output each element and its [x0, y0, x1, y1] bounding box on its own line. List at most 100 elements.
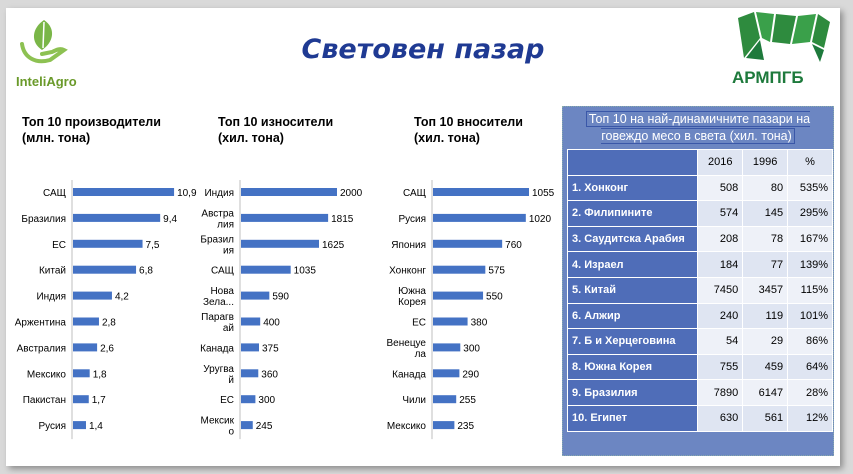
data-label: 300 [258, 395, 275, 406]
row-name: 6. Алжир [566, 302, 699, 330]
leaf-hand-icon [20, 20, 68, 64]
row-name: 7. Б и Херцеговина [566, 328, 699, 355]
data-label: 235 [457, 421, 474, 432]
category-label: Пакистан [23, 395, 66, 406]
bar [433, 291, 484, 300]
col-header: % [787, 149, 833, 176]
data-label: 7,5 [146, 240, 160, 251]
bar [241, 291, 270, 300]
bar [241, 369, 259, 378]
category-label: Австралия [17, 343, 66, 354]
bar [241, 317, 261, 326]
table-row: 9. Бразилия 7890 6147 28% [566, 379, 833, 406]
data-label: 1055 [532, 188, 555, 199]
data-label: 9,4 [163, 214, 177, 225]
table-row: 10. Египет 630 561 12% [566, 404, 833, 432]
data-label: 1815 [331, 214, 354, 225]
category-label: Русия [398, 214, 426, 225]
armpgb-text: АРМПГБ [732, 68, 804, 87]
category-label: Индия [36, 292, 66, 303]
cell-2016: 54 [697, 328, 744, 355]
cell-2016: 755 [697, 353, 744, 381]
data-label: 2000 [340, 188, 363, 199]
data-label: 4,2 [115, 292, 129, 303]
bar [433, 213, 526, 222]
cell-2016: 630 [697, 404, 744, 432]
cell-2016: 208 [697, 225, 744, 253]
bar [73, 369, 90, 378]
category-label: Нова Зела... [203, 286, 234, 308]
table-row: 7. Б и Херцеговина 54 29 86% [566, 328, 833, 355]
category-label: Канада [392, 369, 426, 380]
bar [241, 421, 253, 430]
cell-2016: 7890 [697, 379, 744, 406]
bar [433, 317, 468, 326]
bar [241, 343, 259, 352]
category-label: Венецуе ла [387, 338, 427, 360]
data-label: 1625 [322, 240, 345, 251]
data-label: 590 [272, 292, 289, 303]
category-label: Русия [38, 421, 66, 432]
page-title: Световен пазар [301, 34, 545, 65]
bar [241, 239, 319, 248]
cell-1996: 459 [742, 353, 789, 381]
data-label: 575 [488, 266, 505, 277]
category-label: Чили [402, 395, 426, 406]
data-label: 6,8 [139, 266, 153, 277]
data-label: 760 [505, 240, 522, 251]
cell-1996: 119 [742, 302, 789, 330]
bar [241, 395, 256, 404]
data-label: 1,8 [93, 369, 107, 380]
bar [73, 317, 99, 326]
cell-1996: 29 [742, 328, 789, 355]
importers-chart-title: Топ 10 вносители (хил. тона) [414, 115, 523, 145]
table-header-blank [566, 149, 699, 176]
category-label: Индия [204, 188, 234, 199]
data-label: 400 [263, 318, 280, 329]
bar [73, 213, 161, 222]
bar [433, 265, 486, 274]
dynamic-markets-table: Топ 10 на най-динамичните пазари на гове… [562, 106, 834, 456]
table-row: 1. Хонконг 508 80 535% [566, 174, 833, 202]
category-label: ЕС [220, 395, 234, 406]
data-label: 245 [256, 421, 273, 432]
table-header-row: 2016 1996 % [566, 149, 833, 176]
markets-table: 2016 1996 % 1. Хонконг 508 80 535% 2. Филипи… [566, 149, 833, 432]
bar [433, 395, 457, 404]
bar [73, 343, 98, 352]
inteliagro-text: InteliAgro [16, 74, 77, 89]
row-name: 5. Китай [566, 276, 699, 304]
bar [73, 395, 89, 404]
category-label: Мексико [387, 421, 427, 432]
cell-2016: 7450 [697, 276, 744, 304]
cell-1996: 6147 [742, 379, 789, 406]
inteliagro-logo: InteliAgro [14, 14, 104, 94]
bar [73, 421, 86, 430]
table-title: Топ 10 на най-динамичните пазари на гове… [567, 111, 829, 147]
cell-1996: 3457 [742, 276, 789, 304]
bar [73, 239, 143, 248]
category-label: Канада [200, 343, 234, 354]
cell-1996: 77 [742, 251, 789, 278]
data-label: 380 [471, 318, 488, 329]
bar [433, 421, 455, 430]
cell-pct: 64% [787, 353, 833, 381]
category-label: САЩ [43, 188, 66, 199]
category-label: Уругва й [203, 364, 234, 386]
row-name: 9. Бразилия [566, 379, 699, 406]
data-label: 1,7 [92, 395, 106, 406]
category-label: Япония [391, 240, 426, 251]
cell-2016: 508 [697, 174, 744, 202]
armpgb-logo: АРМПГБ [730, 8, 834, 96]
cell-pct: 12% [787, 404, 833, 432]
category-label: Китай [39, 266, 66, 277]
bar [433, 188, 529, 196]
cell-2016: 574 [697, 200, 744, 227]
row-name: 8. Южна Корея [566, 353, 699, 381]
row-name: 3. Саудитска Арабия [566, 225, 699, 253]
producers-chart-svg: 10,9 САЩ 9,4 Бразилия 7,5 ЕС 6,8 Китай 4,2 Индия 2… [15, 180, 197, 440]
row-name: 4. Израел [566, 251, 699, 278]
exporters-chart: Топ 10 износители (хил. тона) 2000 Индия 1… [188, 114, 378, 454]
